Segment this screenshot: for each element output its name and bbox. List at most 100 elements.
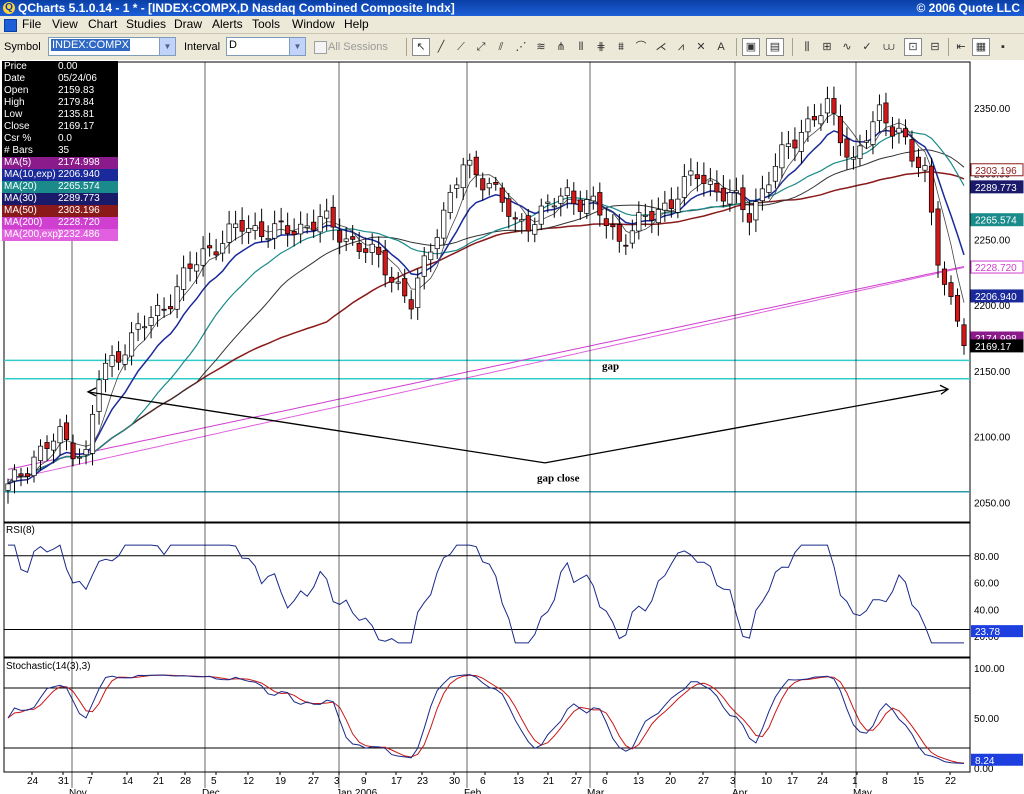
price-tick-label: 2350.00 [974,104,1011,115]
fibonacci-icon[interactable]: ≋ [536,41,546,53]
document-icon[interactable] [4,19,17,32]
menu-view[interactable]: View [52,17,78,31]
candle [857,134,863,166]
candle [129,321,135,366]
retracement-icon[interactable]: ⋕ [596,41,606,53]
menu-window[interactable]: Window [292,17,335,31]
toolbar-separator [736,38,737,56]
candle-body [694,174,700,180]
candle [181,255,187,301]
candle-body [441,209,447,239]
info-row: High 2179.84 [2,97,118,109]
candle-body [720,187,726,202]
candle [961,318,967,355]
candle [850,146,856,170]
andrews-pitchfork-icon[interactable]: ⋌ [655,41,667,53]
speed-lines-icon[interactable]: ⩩ [618,41,624,53]
toolbar-separator [948,38,949,56]
menu-alerts[interactable]: Alerts [212,17,243,31]
layout-icon[interactable]: ▤ [766,38,784,56]
x-tick-label: 14 [122,776,134,787]
candle-body [915,156,922,168]
candle [220,230,226,262]
rsi-tick-label: 80.00 [974,552,999,563]
channel-icon[interactable]: ⋰ [515,41,527,53]
properties-icon[interactable]: ▦ [972,38,990,56]
cross-hair-icon[interactable]: ✕ [696,41,706,53]
candle-body [447,191,453,213]
candle [239,207,245,245]
candle [610,214,616,240]
candle-body [330,206,336,228]
candle-body [766,184,772,193]
arc-icon[interactable]: ⌒ [635,41,647,53]
menu-chart[interactable]: Chart [88,17,118,31]
volume-icon[interactable]: ⩊ [883,41,895,53]
menu-file[interactable]: File [22,17,42,31]
x-tick-label: 27 [571,776,583,787]
candle [298,211,304,244]
info-row: Open 2159.83 [2,85,118,97]
candle [655,197,661,236]
candle [922,157,928,183]
candle [707,168,713,197]
regression-icon[interactable]: ⩘ [677,41,685,53]
candle-body [850,157,856,160]
candle-body [57,426,63,444]
chevron-down-icon[interactable]: ▼ [159,38,175,55]
candle-body [161,308,167,311]
candle-body [44,442,50,449]
bar-chart-icon[interactable]: ⫼ [804,41,810,53]
candle [571,182,577,215]
price-badge: 2169.17 [970,339,1024,353]
all-sessions-checkbox[interactable] [314,41,327,54]
menu-help[interactable]: Help [344,17,369,31]
info-value: 2303.196 [58,205,100,216]
candle [603,208,609,239]
stochastic-tick-label: 0.00 [974,764,994,775]
parallel-line-icon[interactable]: ⫽ [498,41,504,53]
cycle-lines-icon[interactable]: ⦀ [578,41,584,53]
extended-line-icon[interactable]: ⤢ [476,41,486,53]
candle-body [415,277,421,308]
pointer-tool-icon[interactable]: ↖ [412,38,430,56]
candle [44,435,50,461]
candle [265,225,271,248]
menu-tools[interactable]: Tools [252,17,281,31]
candle-chart-icon[interactable]: ⊞ [822,41,832,53]
menu-draw[interactable]: Draw [174,17,203,31]
chart-background [0,60,1024,794]
menu-studies[interactable]: Studies [126,17,167,31]
candle-body [831,98,837,114]
info-label: Csr % [4,133,32,144]
symbol-combo[interactable]: INDEX:COMPX ▼ [48,37,176,56]
candle [551,197,557,218]
ray-line-icon[interactable]: ⟋ [457,41,465,53]
candle [343,227,349,252]
trendline-icon[interactable]: ╱ [437,41,445,53]
interval-combo[interactable]: D ▼ [226,37,306,56]
price-tick-label: 2200.00 [974,301,1011,312]
trend-icon[interactable]: ✓ [862,41,872,53]
chevron-down-icon[interactable]: ▼ [289,38,305,55]
save-icon[interactable]: ▪ [1001,41,1005,53]
scale-icon[interactable]: ⊟ [930,41,940,53]
candle [688,158,694,187]
gann-fan-icon[interactable]: ⋔ [556,41,566,53]
zoom-icon[interactable]: ⊡ [904,38,922,56]
candle-body [948,282,954,298]
candle [291,218,297,247]
chart-style-icon[interactable]: ▣ [742,38,760,56]
candle-body [96,379,102,412]
text-tool-icon[interactable]: A [717,41,725,53]
candle-body [337,230,343,243]
line-chart-icon[interactable]: ∿ [842,41,852,53]
x-tick-label: 10 [761,776,773,787]
info-value: 2289.773 [58,193,100,204]
info-row: Date 05/24/06 [2,73,118,85]
scroll-left-icon[interactable]: ⇤ [956,41,966,53]
ma200-exp-line [7,266,965,481]
x-tick-label: 15 [913,776,925,787]
ma200-line [7,266,965,470]
